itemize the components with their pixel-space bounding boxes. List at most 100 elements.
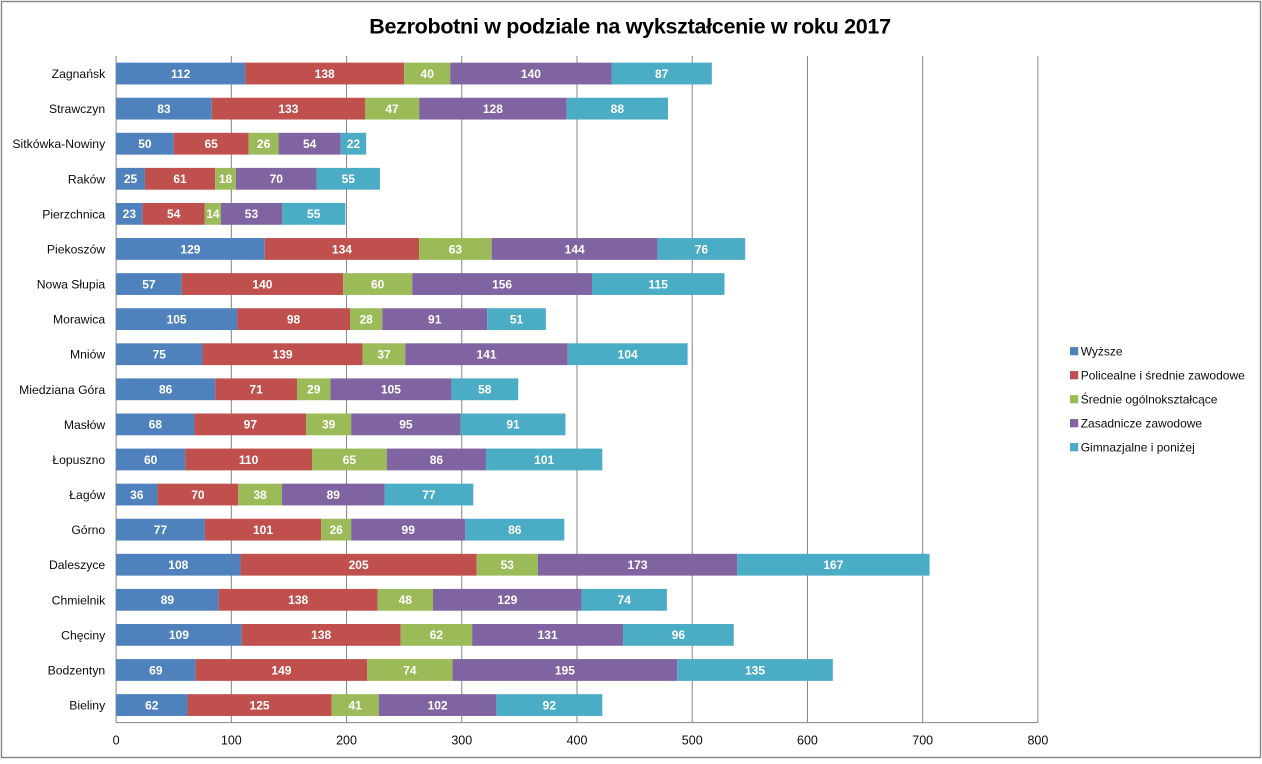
svg-text:39: 39 <box>322 418 336 432</box>
svg-text:Sitkówka-Nowiny: Sitkówka-Nowiny <box>12 137 106 151</box>
svg-text:60: 60 <box>144 453 158 467</box>
svg-text:91: 91 <box>506 418 520 432</box>
svg-text:26: 26 <box>257 137 271 151</box>
svg-text:Raków: Raków <box>68 172 105 186</box>
svg-text:38: 38 <box>253 488 267 502</box>
svg-text:131: 131 <box>538 628 558 642</box>
svg-text:14: 14 <box>206 207 220 221</box>
svg-text:40: 40 <box>421 67 435 81</box>
svg-text:60: 60 <box>371 277 385 291</box>
svg-text:Łopuszno: Łopuszno <box>52 453 105 467</box>
svg-text:105: 105 <box>167 312 187 326</box>
svg-text:26: 26 <box>330 523 344 537</box>
svg-text:98: 98 <box>287 312 301 326</box>
svg-text:18: 18 <box>219 172 233 186</box>
svg-text:41: 41 <box>349 698 363 712</box>
svg-text:Wyższe: Wyższe <box>1081 345 1123 359</box>
svg-text:51: 51 <box>510 312 524 326</box>
svg-text:86: 86 <box>159 383 173 397</box>
svg-text:87: 87 <box>655 67 669 81</box>
svg-text:89: 89 <box>327 488 341 502</box>
svg-text:100: 100 <box>221 734 242 748</box>
svg-text:Bodzentyn: Bodzentyn <box>48 663 106 677</box>
svg-text:156: 156 <box>492 277 512 291</box>
svg-text:140: 140 <box>252 277 272 291</box>
svg-text:Masłów: Masłów <box>64 418 106 432</box>
svg-text:22: 22 <box>347 137 361 151</box>
svg-text:139: 139 <box>273 348 293 362</box>
svg-text:101: 101 <box>534 453 554 467</box>
svg-text:101: 101 <box>253 523 273 537</box>
svg-text:54: 54 <box>303 137 317 151</box>
svg-text:96: 96 <box>672 628 686 642</box>
svg-text:53: 53 <box>501 558 515 572</box>
svg-text:138: 138 <box>311 628 331 642</box>
svg-text:48: 48 <box>399 593 413 607</box>
svg-text:400: 400 <box>567 734 588 748</box>
svg-text:91: 91 <box>428 312 442 326</box>
svg-text:76: 76 <box>695 242 709 256</box>
svg-text:92: 92 <box>543 698 557 712</box>
svg-text:36: 36 <box>130 488 144 502</box>
svg-text:500: 500 <box>682 734 703 748</box>
svg-text:Pierzchnica: Pierzchnica <box>42 207 105 221</box>
svg-text:65: 65 <box>343 453 357 467</box>
svg-text:62: 62 <box>145 698 159 712</box>
svg-text:Piekoszów: Piekoszów <box>47 242 105 256</box>
svg-text:138: 138 <box>315 67 335 81</box>
svg-text:37: 37 <box>377 348 391 362</box>
svg-text:47: 47 <box>385 102 399 116</box>
svg-text:112: 112 <box>171 67 191 81</box>
svg-text:58: 58 <box>478 383 492 397</box>
svg-text:77: 77 <box>154 523 168 537</box>
svg-text:Łagów: Łagów <box>69 488 105 502</box>
svg-text:61: 61 <box>173 172 187 186</box>
svg-text:105: 105 <box>381 383 401 397</box>
svg-text:23: 23 <box>123 207 137 221</box>
svg-text:97: 97 <box>244 418 258 432</box>
svg-text:62: 62 <box>430 628 444 642</box>
svg-text:89: 89 <box>161 593 175 607</box>
svg-text:149: 149 <box>271 663 291 677</box>
svg-text:65: 65 <box>204 137 218 151</box>
svg-text:Zagnańsk: Zagnańsk <box>52 67 106 81</box>
svg-text:86: 86 <box>508 523 522 537</box>
svg-text:102: 102 <box>428 698 448 712</box>
svg-text:Mniów: Mniów <box>70 348 105 362</box>
svg-text:109: 109 <box>169 628 189 642</box>
svg-text:74: 74 <box>618 593 632 607</box>
svg-text:55: 55 <box>342 172 356 186</box>
svg-text:50: 50 <box>138 137 152 151</box>
svg-text:0: 0 <box>113 734 120 748</box>
svg-text:Strawczyn: Strawczyn <box>49 102 105 116</box>
svg-text:Chmielnik: Chmielnik <box>52 593 106 607</box>
svg-text:140: 140 <box>521 67 541 81</box>
svg-text:110: 110 <box>239 453 259 467</box>
svg-text:Bieliny: Bieliny <box>69 699 106 713</box>
svg-text:28: 28 <box>359 312 373 326</box>
svg-text:108: 108 <box>168 558 188 572</box>
svg-text:134: 134 <box>332 242 352 256</box>
svg-text:104: 104 <box>618 348 638 362</box>
svg-text:69: 69 <box>149 663 163 677</box>
svg-text:83: 83 <box>157 102 171 116</box>
svg-text:Bezrobotni w podziale na wyksz: Bezrobotni w podziale na wykształcenie w… <box>369 15 891 39</box>
svg-text:205: 205 <box>349 558 369 572</box>
svg-text:135: 135 <box>745 663 765 677</box>
svg-text:173: 173 <box>627 558 647 572</box>
svg-text:700: 700 <box>912 734 933 748</box>
svg-text:86: 86 <box>430 453 444 467</box>
svg-text:133: 133 <box>278 102 298 116</box>
svg-text:88: 88 <box>611 102 625 116</box>
svg-text:Morawica: Morawica <box>53 313 105 327</box>
svg-text:54: 54 <box>167 207 181 221</box>
svg-text:129: 129 <box>497 593 517 607</box>
svg-text:Nowa Słupia: Nowa Słupia <box>37 278 106 292</box>
svg-text:75: 75 <box>153 348 167 362</box>
svg-text:Gimnazjalne i poniżej: Gimnazjalne i poniżej <box>1081 441 1195 455</box>
svg-text:125: 125 <box>250 698 270 712</box>
svg-text:200: 200 <box>336 734 357 748</box>
svg-text:600: 600 <box>797 734 818 748</box>
svg-text:77: 77 <box>422 488 436 502</box>
svg-text:95: 95 <box>399 418 413 432</box>
